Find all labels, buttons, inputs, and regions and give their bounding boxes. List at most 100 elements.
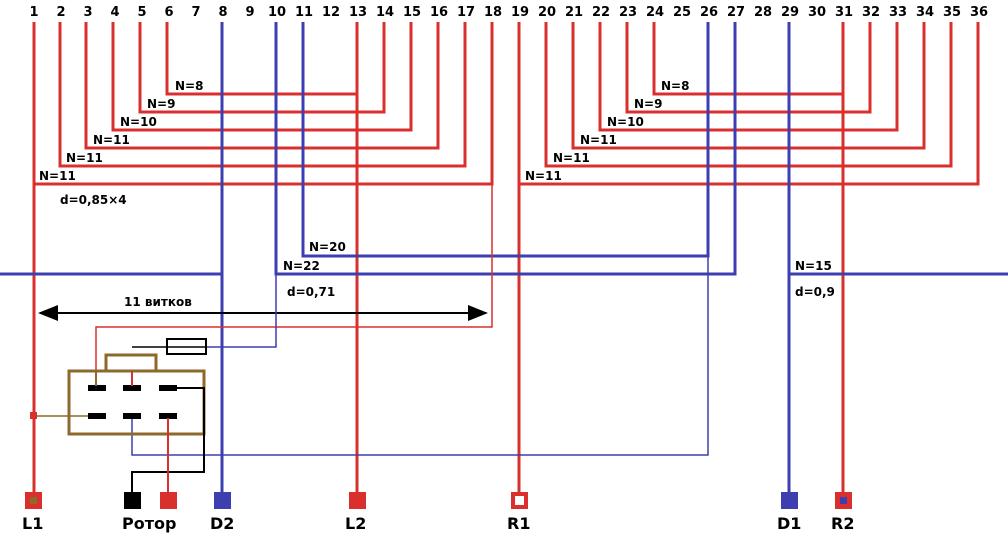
slot-number-2: 2 bbox=[56, 5, 65, 20]
label-right-n11c: N=11 bbox=[525, 169, 562, 183]
coil-left-n11b bbox=[58, 22, 467, 168]
slot-number-25: 25 bbox=[673, 5, 691, 20]
label-right-n9: N=9 bbox=[634, 97, 662, 111]
slot-number-12: 12 bbox=[322, 5, 340, 20]
slot-number-1: 1 bbox=[29, 5, 38, 20]
coil-left-n11c bbox=[32, 22, 494, 186]
terminal-label-d2: D2 bbox=[210, 514, 234, 533]
slot-number-18: 18 bbox=[484, 5, 502, 20]
slot-number-16: 16 bbox=[430, 5, 448, 20]
slot-number-13: 13 bbox=[349, 5, 367, 20]
contact-2 bbox=[123, 385, 141, 391]
slot-number-14: 14 bbox=[376, 5, 394, 20]
slot-number-22: 22 bbox=[592, 5, 610, 20]
slot-number-19: 19 bbox=[511, 5, 529, 20]
terminal-block bbox=[67, 338, 207, 492]
slot-number-9: 9 bbox=[245, 5, 254, 20]
coil-right-n10 bbox=[598, 22, 899, 132]
wire-slot18-to-block bbox=[95, 184, 493, 390]
contact-4 bbox=[88, 413, 106, 419]
slot-number-4: 4 bbox=[110, 5, 119, 20]
slot-number-23: 23 bbox=[619, 5, 637, 20]
junction-l1 bbox=[30, 412, 37, 419]
slot-number-36: 36 bbox=[970, 5, 988, 20]
wire-label-blue-mid: d=0,71 bbox=[287, 285, 335, 299]
slot-number-8: 8 bbox=[218, 5, 227, 20]
wire-rotor-black bbox=[131, 387, 205, 492]
coil-left-n9 bbox=[138, 22, 386, 114]
wire-label-main: d=0,85×4 bbox=[60, 193, 127, 207]
slot-number-17: 17 bbox=[457, 5, 475, 20]
terminal-label-l1: L1 bbox=[22, 514, 43, 533]
coil-blue-n20 bbox=[301, 22, 710, 258]
terminal-l2 bbox=[349, 492, 366, 509]
terminal-label-r1: R1 bbox=[507, 514, 530, 533]
slot-number-28: 28 bbox=[754, 5, 772, 20]
slot-number-7: 7 bbox=[191, 5, 200, 20]
slot-number-26: 26 bbox=[700, 5, 718, 20]
slot-number-27: 27 bbox=[727, 5, 745, 20]
coil-labels: N=8 N=9 N=10 N=11 N=11 N=11 N=8 N=9 N=10… bbox=[39, 79, 835, 299]
slot-number-21: 21 bbox=[565, 5, 583, 20]
contact-6 bbox=[159, 413, 177, 419]
label-right-n11a: N=11 bbox=[580, 133, 617, 147]
label-left-n11a: N=11 bbox=[93, 133, 130, 147]
terminal-d1 bbox=[781, 492, 798, 509]
label-blue-n20: N=20 bbox=[309, 240, 346, 254]
turns-arrow: 11 витков bbox=[38, 295, 488, 321]
label-left-n9: N=9 bbox=[147, 97, 175, 111]
coil-left-n11a bbox=[84, 22, 440, 150]
coil-right-n11b bbox=[544, 22, 953, 168]
terminal-rotor-black bbox=[124, 492, 141, 509]
slot-number-30: 30 bbox=[808, 5, 826, 20]
label-blue-n15: N=15 bbox=[795, 259, 832, 273]
contact-1 bbox=[88, 385, 106, 391]
terminal-d2 bbox=[214, 492, 231, 509]
slot-number-31: 31 bbox=[835, 5, 853, 20]
slot-numbers: 1 2 3 4 5 6 7 8 9 10 11 12 13 14 15 16 17 18 19 20 21 22 23 24 2… bbox=[29, 5, 988, 20]
coil-group-blue bbox=[0, 22, 1008, 492]
slot-number-20: 20 bbox=[538, 5, 556, 20]
label-blue-n22: N=22 bbox=[283, 259, 320, 273]
slot-number-34: 34 bbox=[916, 5, 934, 20]
slot-number-33: 33 bbox=[889, 5, 907, 20]
label-left-n10: N=10 bbox=[120, 115, 157, 129]
label-right-n8: N=8 bbox=[661, 79, 689, 93]
coil-right-n9 bbox=[625, 22, 872, 114]
coil-left-n10 bbox=[111, 22, 413, 132]
slot-number-29: 29 bbox=[781, 5, 799, 20]
wire-slot10-to-fuse bbox=[206, 274, 277, 348]
label-left-n11b: N=11 bbox=[66, 151, 103, 165]
slot-number-11: 11 bbox=[295, 5, 313, 20]
slot-number-3: 3 bbox=[83, 5, 92, 20]
terminal-rotor-red bbox=[160, 492, 177, 509]
slot-number-6: 6 bbox=[164, 5, 173, 20]
coil-right-n8 bbox=[652, 22, 845, 96]
label-left-n11c: N=11 bbox=[39, 169, 76, 183]
coil-group-right bbox=[517, 22, 980, 492]
slot-number-5: 5 bbox=[137, 5, 146, 20]
label-right-n11b: N=11 bbox=[553, 151, 590, 165]
slot-number-32: 32 bbox=[862, 5, 880, 20]
terminal-label-d1: D1 bbox=[777, 514, 801, 533]
coil-right-n11c bbox=[517, 22, 980, 186]
coil-blue-n22 bbox=[274, 22, 737, 276]
turns-label: 11 витков bbox=[124, 295, 192, 309]
wire-slot26-to-block bbox=[131, 256, 709, 456]
label-left-n8: N=8 bbox=[175, 79, 203, 93]
label-right-n10: N=10 bbox=[607, 115, 644, 129]
slot-number-24: 24 bbox=[646, 5, 664, 20]
coil-group-left bbox=[32, 22, 494, 492]
slot-number-10: 10 bbox=[268, 5, 286, 20]
contact-3 bbox=[159, 385, 177, 391]
slot-number-35: 35 bbox=[943, 5, 961, 20]
terminal-label-r2: R2 bbox=[831, 514, 854, 533]
coil-right-n11a bbox=[571, 22, 926, 150]
contact-5 bbox=[123, 413, 141, 419]
wire-label-blue-right: d=0,9 bbox=[795, 285, 835, 299]
slot-number-15: 15 bbox=[403, 5, 421, 20]
terminal-label-l2: L2 bbox=[345, 514, 366, 533]
terminals: L1 Ротор D2 L2 R1 D1 R2 bbox=[22, 492, 854, 533]
coil-left-n8 bbox=[165, 22, 359, 96]
